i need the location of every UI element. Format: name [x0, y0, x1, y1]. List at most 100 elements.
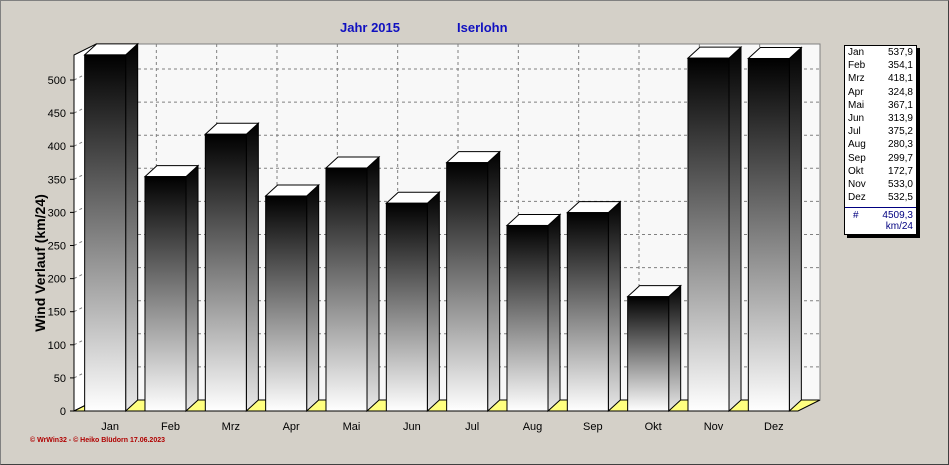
legend-month: Mrz — [848, 73, 865, 85]
legend-value: 532,5 — [887, 192, 913, 204]
legend-item-jul: Jul 375,2 — [845, 125, 916, 138]
bar-front — [325, 167, 368, 412]
bar-front — [144, 176, 187, 412]
legend-item-mrz: Mrz 418,1 — [845, 72, 916, 85]
bar-sep — [566, 200, 622, 413]
bar-front — [627, 296, 670, 412]
bar-side — [487, 150, 501, 413]
y-tick-label: 500 — [48, 75, 66, 87]
legend-item-okt: Okt 172,7 — [845, 165, 916, 178]
bar-feb — [143, 164, 200, 413]
legend-value: 172,7 — [887, 165, 913, 177]
footer-copyright: © WrWin32 - © Heiko Blüdorn 17.06.2023 — [30, 437, 165, 444]
y-tick-label: 150 — [48, 307, 66, 319]
y-tick-label: 250 — [48, 241, 66, 253]
bar-side — [607, 200, 621, 413]
bar-dez — [747, 46, 803, 413]
bar-apr — [264, 183, 320, 413]
legend-item-nov: Nov 533,0 — [845, 178, 916, 191]
bar-side — [547, 213, 561, 413]
bar-side — [788, 46, 802, 413]
bar-front — [84, 54, 127, 412]
bar-nov — [686, 46, 743, 413]
legend-item-mai: Mai 367,1 — [845, 99, 916, 112]
legend-value: 375,2 — [887, 126, 913, 138]
legend-item-apr: Apr 324,8 — [845, 86, 916, 99]
x-tick-label: Aug — [523, 421, 543, 433]
y-axis-label: Wind Verlauf (km/24) — [32, 194, 48, 332]
x-tick-label: Feb — [161, 421, 180, 433]
legend-month: Mai — [848, 99, 865, 111]
bar-mrz — [204, 122, 260, 413]
bar-front — [687, 57, 730, 412]
bar-front — [204, 133, 247, 412]
legend-value: 280,3 — [887, 139, 913, 151]
legend-month: Dez — [848, 192, 866, 204]
legend-total-value: 4509,3 — [882, 210, 913, 222]
y-tick-label: 450 — [48, 108, 66, 120]
bar-jul — [445, 150, 501, 413]
x-tick-label: Sep — [583, 421, 603, 433]
y-tick-label: 350 — [48, 174, 66, 186]
legend-month: Sep — [848, 152, 866, 164]
legend-value: 313,9 — [887, 112, 913, 124]
bar-jun — [385, 191, 441, 413]
legend-value: 367,1 — [887, 99, 913, 111]
x-tick-label: Apr — [283, 421, 300, 433]
bar-side — [306, 183, 320, 413]
legend-value: 537,9 — [887, 47, 913, 58]
bar-aug — [505, 213, 562, 413]
x-tick-label: Jul — [465, 421, 479, 433]
bar-front — [265, 195, 308, 412]
bar-okt — [626, 284, 682, 413]
y-tick-label: 200 — [48, 274, 66, 286]
bar-front — [747, 57, 790, 412]
legend-month: Jul — [848, 126, 861, 138]
legend-item-dez: Dez 532,5 — [845, 191, 916, 204]
legend-value: 354,1 — [887, 60, 913, 72]
legend-month: Feb — [848, 60, 866, 72]
legend-item-feb: Feb 354,1 — [845, 59, 916, 72]
y-tick-label: 300 — [48, 207, 66, 219]
legend-value: 533,0 — [887, 178, 913, 190]
legend-value: 418,1 — [887, 73, 913, 85]
legend-month: Aug — [848, 139, 866, 151]
legend-value: 324,8 — [887, 86, 913, 98]
y-tick-label: 50 — [54, 373, 66, 385]
chart-title-city: Iserlohn — [457, 20, 508, 35]
bar-side — [125, 42, 139, 413]
x-tick-label: Mrz — [222, 421, 240, 433]
bar-side — [668, 284, 682, 413]
legend-item-jun: Jun 313,9 — [845, 112, 916, 125]
bar-jan — [83, 42, 139, 413]
bar-front — [506, 224, 549, 412]
x-tick-label: Mai — [343, 421, 361, 433]
bar-side — [366, 155, 380, 413]
x-tick-label: Jun — [403, 421, 421, 433]
chart-title-year: Jahr 2015 — [340, 20, 400, 35]
x-tick-label: Jan — [101, 421, 119, 433]
legend-total-unit: km/24 — [885, 221, 913, 233]
legend-value: 299,7 — [887, 152, 913, 164]
bar-mai — [324, 155, 381, 413]
bar-side — [185, 164, 199, 413]
legend-item-aug: Aug 280,3 — [845, 138, 916, 151]
legend-item-sep: Sep 299,7 — [845, 152, 916, 165]
bar-side — [245, 122, 259, 413]
bar-front — [446, 162, 489, 412]
legend-month: Jun — [848, 112, 865, 124]
y-tick-label: 100 — [48, 340, 66, 352]
y-tick-label: 0 — [60, 406, 66, 418]
legend-month: Nov — [848, 178, 866, 190]
x-tick-label: Okt — [645, 421, 662, 433]
y-tick-label: 400 — [48, 141, 66, 153]
x-tick-label: Dez — [764, 421, 784, 433]
bar-side — [426, 191, 440, 413]
x-tick-label: Nov — [704, 421, 724, 433]
bar-side — [728, 46, 742, 413]
legend-month: Apr — [848, 86, 864, 98]
legend-item-jan: Jan 537,9 — [845, 46, 916, 59]
legend-month: Okt — [848, 165, 864, 177]
legend-box: Jan 537,9 Feb 354,1 Mrz 418,1 Apr 324,8 Mai 367,1… — [844, 45, 917, 236]
